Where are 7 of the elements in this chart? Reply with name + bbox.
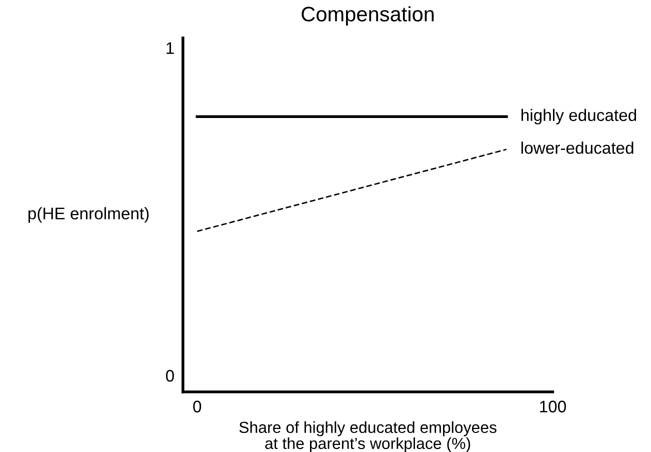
y-tick-label: 1: [166, 42, 174, 54]
series-label: lower-educated: [521, 142, 634, 154]
series-label: highly educated: [522, 108, 636, 124]
x-tick-label: 100: [540, 400, 566, 412]
y-axis-title: p(HE enrolment): [28, 207, 149, 223]
chart-title: Compensation: [302, 6, 434, 26]
x-axis-title: Share of highly educated employees at the parent’s workplace (%): [239, 421, 496, 452]
